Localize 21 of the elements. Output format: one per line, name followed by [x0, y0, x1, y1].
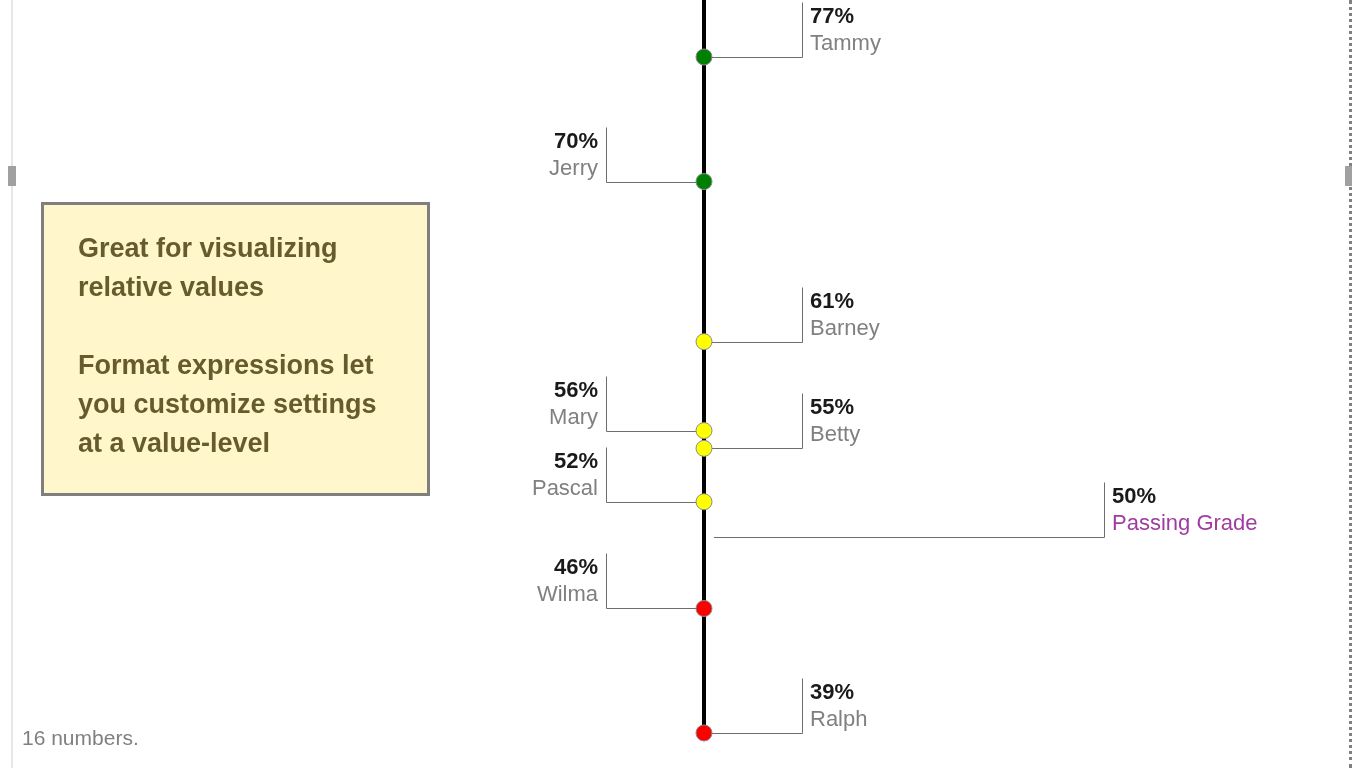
text: Format expressions let you customize settings at a value-level — [78, 349, 378, 460]
category-label: Mary — [549, 403, 598, 429]
data-label: 39% — [810, 679, 855, 704]
text: Great for visualizing relative values — [78, 232, 339, 304]
category-label: Pascal — [531, 474, 598, 500]
category-label: Barney — [810, 314, 880, 340]
data-label: 70% — [553, 127, 598, 153]
data-label: 55% — [810, 394, 855, 420]
data-label: 56% — [553, 376, 598, 402]
category-label: Tammy — [810, 30, 881, 55]
text: 16 numbers. — [22, 726, 139, 750]
data-label: 50% — [1112, 483, 1157, 509]
category-label: Ralph — [810, 706, 868, 731]
data-label: 46% — [553, 554, 598, 580]
data-label: 52% — [553, 447, 598, 473]
category-label: Jerry — [549, 154, 598, 180]
category-label: Betty — [810, 421, 861, 447]
category-label: Passing Grade — [1112, 510, 1258, 536]
data-label: 77% — [810, 3, 855, 28]
category-label: Wilma — [536, 581, 599, 607]
data-label: 61% — [810, 287, 855, 313]
